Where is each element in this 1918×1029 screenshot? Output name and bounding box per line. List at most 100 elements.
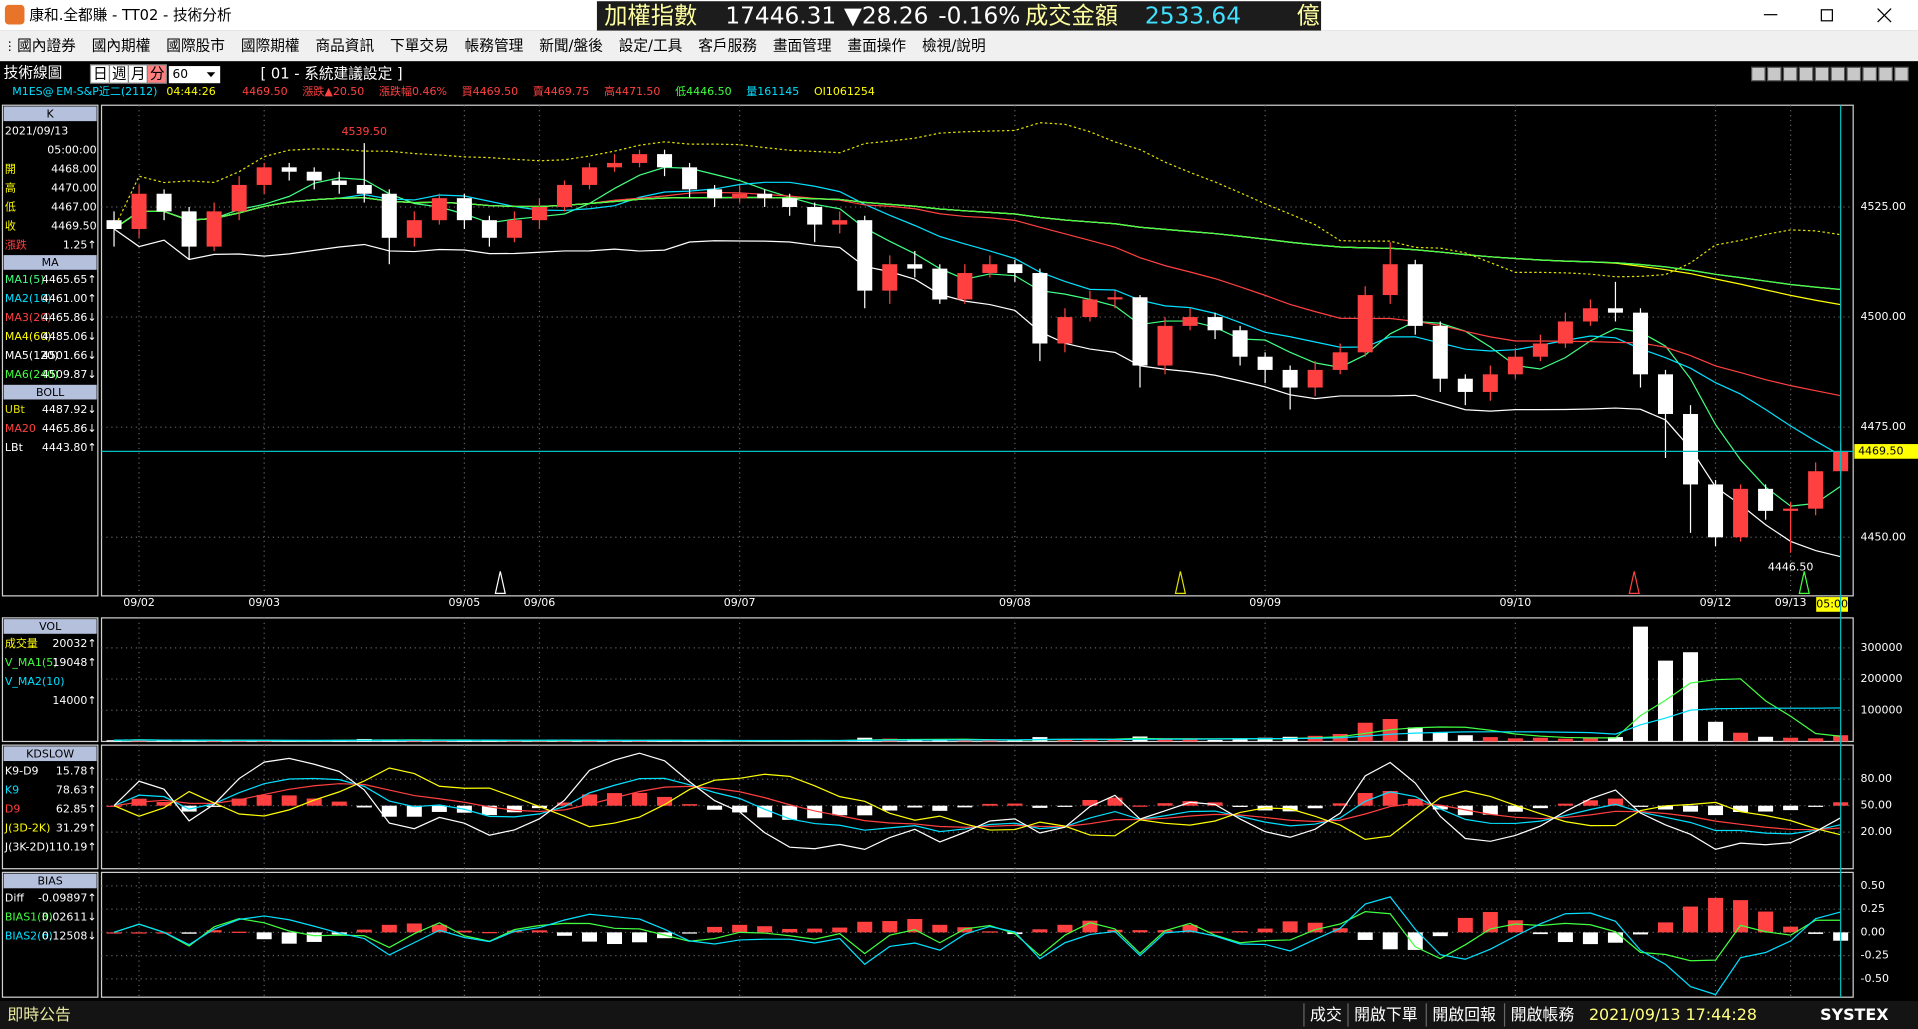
menu-item[interactable]: 檢視/說明 bbox=[922, 37, 986, 54]
candle-body bbox=[1607, 308, 1623, 313]
kd-diff-bar bbox=[1057, 805, 1073, 807]
period-switch[interactable]: 日週月分 bbox=[89, 64, 167, 84]
menu-item[interactable]: 商品資訊 bbox=[315, 37, 374, 54]
candle-body bbox=[982, 264, 998, 274]
last-price-tag bbox=[1854, 444, 1918, 459]
bias-diff-bar bbox=[556, 932, 572, 936]
preset-label[interactable]: [ 01 - 系統建議設定 ] bbox=[261, 65, 403, 83]
bias-diff-bar bbox=[1432, 932, 1448, 937]
turnover-unit: 億 bbox=[1297, 3, 1320, 30]
interval-select[interactable] bbox=[168, 66, 221, 84]
tool-icon[interactable] bbox=[1862, 66, 1878, 82]
volume-bar bbox=[1257, 737, 1273, 742]
turnover-label: 成交金額 bbox=[1025, 3, 1118, 30]
period-label[interactable]: 週 bbox=[112, 66, 127, 83]
bias-diff-bar bbox=[907, 918, 923, 933]
menu-item[interactable]: 下單交易 bbox=[390, 36, 449, 54]
tool-icon[interactable] bbox=[1782, 66, 1798, 82]
volume-bar bbox=[506, 740, 522, 742]
kd-diff-bar bbox=[607, 793, 623, 806]
period-label[interactable]: 日 bbox=[93, 66, 108, 83]
tool-icon[interactable] bbox=[1894, 66, 1909, 82]
bias-diff-bar bbox=[1282, 921, 1298, 933]
menu-item[interactable]: 國際股市 bbox=[166, 37, 225, 54]
notice-label[interactable]: 即時公告 bbox=[7, 1005, 71, 1024]
legend-value: 4501.66↓ bbox=[42, 349, 97, 362]
period-label[interactable]: 分 bbox=[150, 66, 165, 83]
toolbar-icons[interactable] bbox=[1751, 66, 1909, 82]
bias-diff-bar bbox=[406, 923, 422, 933]
candle-body bbox=[1482, 374, 1498, 392]
tool-icon[interactable] bbox=[1846, 66, 1862, 82]
kd-diff-bar bbox=[1632, 805, 1648, 807]
menu-item[interactable]: 帳務管理 bbox=[465, 37, 524, 54]
period-label[interactable]: 月 bbox=[131, 66, 146, 83]
close-button[interactable] bbox=[1877, 8, 1892, 23]
interval-value[interactable]: 60 bbox=[172, 67, 188, 81]
kd-diff-bar bbox=[156, 801, 172, 806]
tool-icon[interactable] bbox=[1878, 66, 1893, 82]
legend-value: 4470.00 bbox=[51, 181, 96, 194]
volume-bar bbox=[1007, 740, 1023, 742]
volume-bar bbox=[1182, 739, 1198, 742]
legend-header bbox=[3, 255, 97, 270]
y-tick-label: 0.50 bbox=[1861, 879, 1885, 892]
app-icon bbox=[4, 4, 25, 25]
y-tick-label: 300000 bbox=[1861, 641, 1903, 654]
menu-item[interactable]: 設定/工具 bbox=[619, 37, 683, 54]
kd-diff-bar bbox=[1407, 798, 1423, 806]
legend-value: 20032↑ bbox=[52, 637, 96, 650]
tool-icon[interactable] bbox=[1814, 66, 1830, 82]
menu-item[interactable]: 新聞/盤後 bbox=[539, 37, 603, 54]
menu-item[interactable]: 國內期權 bbox=[92, 37, 151, 54]
legend-value: 14000↑ bbox=[52, 694, 96, 707]
candle-body bbox=[1232, 330, 1248, 357]
menu-item[interactable]: 畫面管理 bbox=[773, 37, 832, 54]
bias-diff-bar bbox=[1632, 932, 1648, 935]
legend-name: MA1(5) bbox=[5, 273, 45, 286]
candle-body bbox=[106, 220, 122, 229]
volume-bar bbox=[657, 740, 673, 742]
cursor-time-label: 05:00 bbox=[1816, 597, 1848, 610]
bias-diff-bar bbox=[1357, 932, 1373, 940]
quote-field: 賣4469.75 bbox=[533, 84, 589, 98]
tool-icon[interactable] bbox=[1798, 66, 1814, 82]
bias-diff-bar bbox=[1207, 931, 1223, 933]
window-controls[interactable] bbox=[1763, 8, 1892, 23]
legend-frame bbox=[1, 744, 99, 870]
menu-item[interactable]: 國內證券 bbox=[17, 37, 76, 54]
menu-item[interactable]: 客戶服務 bbox=[698, 37, 757, 54]
period-button[interactable] bbox=[146, 64, 167, 84]
bias-diff-bar bbox=[732, 924, 748, 933]
status-button[interactable]: 開啟回報 bbox=[1432, 1005, 1496, 1024]
menu-item[interactable]: 畫面操作 bbox=[847, 37, 906, 54]
signal-markers bbox=[494, 571, 1810, 595]
candle-body bbox=[1207, 317, 1223, 331]
tool-icon[interactable] bbox=[1766, 66, 1782, 82]
candle-body bbox=[657, 154, 673, 168]
kd-diff-bar bbox=[1082, 799, 1098, 806]
tool-icon[interactable] bbox=[1830, 66, 1846, 82]
quote-field: 低4446.50 bbox=[675, 85, 731, 98]
volume-bar bbox=[581, 740, 597, 742]
kd-diff-bar bbox=[381, 805, 397, 817]
window-title: 康和.全都賺 - TT02 - 技術分析 bbox=[29, 6, 232, 24]
tool-icon[interactable] bbox=[1751, 66, 1766, 82]
maximize-button[interactable] bbox=[1820, 9, 1833, 22]
kd-diff-bar bbox=[1132, 805, 1148, 807]
status-bar bbox=[0, 1000, 1918, 1029]
menu-item[interactable]: 國際期權 bbox=[241, 37, 300, 54]
status-button[interactable]: 開啟帳務 bbox=[1511, 1005, 1575, 1024]
candle-body bbox=[1382, 264, 1398, 296]
volume-bar bbox=[1708, 721, 1724, 742]
status-button[interactable]: 成交 bbox=[1310, 1005, 1342, 1024]
volume-bar bbox=[932, 739, 948, 742]
status-button[interactable]: 開啟下單 bbox=[1354, 1005, 1418, 1024]
dropdown-arrow[interactable] bbox=[206, 72, 216, 78]
bias-diff-bar bbox=[381, 924, 397, 933]
legend-value: 62.85↑ bbox=[56, 802, 97, 815]
legend-name: 成交量 bbox=[5, 636, 38, 650]
bias-diff-bar bbox=[1032, 929, 1048, 933]
candle-body bbox=[932, 268, 948, 300]
candle-body bbox=[1733, 488, 1749, 538]
